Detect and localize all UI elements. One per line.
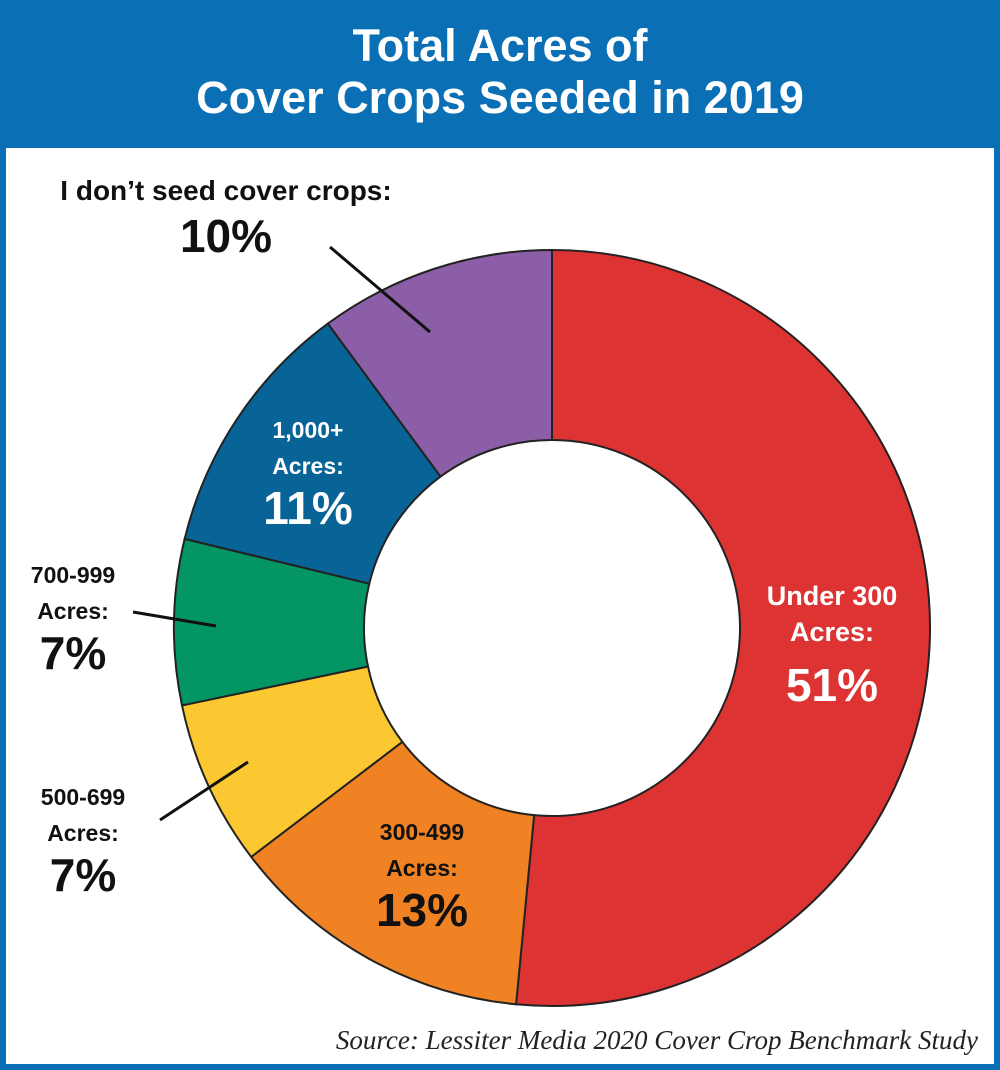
slice-label-5-name: 1,000+ [273, 417, 344, 443]
slice-label-5-percent: 11% [263, 482, 353, 534]
chart-title-banner: Total Acres of Cover Crops Seeded in 201… [0, 0, 1000, 148]
slice-label-3-percent: 7% [50, 849, 116, 901]
leader-line-3 [159, 760, 249, 822]
donut-slice-6 [326, 248, 553, 479]
chart-title-line-2: Cover Crops Seeded in 2019 [196, 72, 804, 123]
chart-title-line-1: Total Acres of [352, 20, 648, 71]
slice-label-2-name: 300-499 [380, 819, 464, 845]
donut-slice-2 [249, 740, 536, 1006]
slice-label-1-percent: 51% [786, 659, 878, 711]
chart-frame-border [0, 148, 1000, 1070]
slice-label-5-acres: Acres: [272, 453, 344, 479]
slice-label-1-acres: Acres: [790, 617, 874, 647]
leader-line-6 [329, 245, 431, 334]
slice-label-3-name: 500-699 [41, 784, 125, 810]
slice-label-2-acres: Acres: [386, 855, 458, 881]
donut-slice-1 [514, 248, 931, 1007]
slice-label-4-name: 700-999 [31, 562, 115, 588]
slice-label-2-percent: 13% [376, 884, 468, 936]
leader-line-4 [132, 610, 217, 628]
slice-label-4-percent: 7% [40, 627, 106, 679]
slice-label-1-name: Under 300 [767, 581, 898, 611]
slice-label-6-name: I don’t seed cover crops: [60, 175, 391, 206]
slice-label-4-acres: Acres: [37, 598, 109, 624]
slice-label-3-acres: Acres: [47, 820, 119, 846]
source-note: Source: Lessiter Media 2020 Cover Crop B… [335, 1025, 978, 1055]
slice-label-6-percent: 10% [180, 210, 272, 262]
donut-slice-5 [183, 322, 442, 585]
